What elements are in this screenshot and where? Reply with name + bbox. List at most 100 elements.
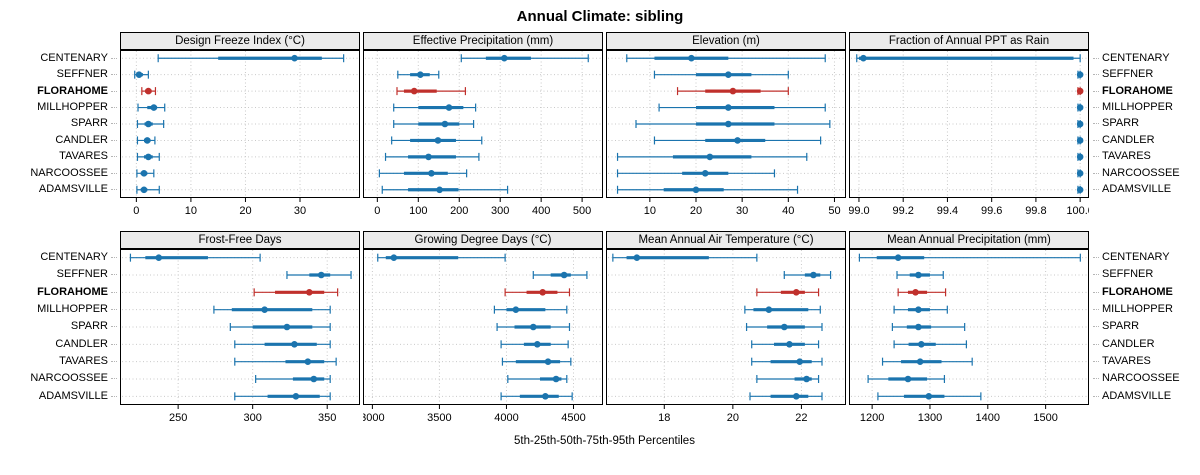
x-axis-effective-precipitation-mm: 0 100 200 300 400 500 xyxy=(374,198,591,217)
errorbar-tavares xyxy=(501,357,572,366)
station-label-sparr: SPARR xyxy=(1093,118,1139,129)
x-axis-frost-free-days: 250 300 350 xyxy=(169,405,336,424)
errorbar-seffner xyxy=(397,70,440,79)
strip-design-freeze-index-c: Design Freeze Index (°C) xyxy=(120,32,360,50)
strip-mean-annual-precipitation-mm: Mean Annual Precipitation (mm) xyxy=(849,231,1089,249)
errorbar-tavares xyxy=(616,152,808,161)
strip-growing-degree-days-c: Growing Degree Days (°C) xyxy=(363,231,603,249)
tick-label: 500 xyxy=(573,205,591,217)
station-label-millhopper: MILLHOPPER xyxy=(37,304,117,315)
errorbar-adamsville xyxy=(1076,185,1084,194)
tick-label: 100 xyxy=(409,205,427,217)
station-label-centenary: CENTENARY xyxy=(1093,52,1170,64)
station-label-narcoossee: NARCOOSSEE xyxy=(30,373,117,384)
station-label-adamsville: ADAMSVILLE xyxy=(39,390,117,402)
errorbar-sparr xyxy=(393,120,475,128)
tick-label: 30 xyxy=(736,205,748,217)
x-axis-elevation-m: 10 20 30 40 50 xyxy=(644,198,841,217)
errorbar-millhopper xyxy=(213,305,331,314)
errorbar-candler xyxy=(234,340,331,349)
station-label-millhopper: MILLHOPPER xyxy=(1093,304,1173,315)
station-labels-left-row2: CENTENARY SEFFNER FLORAHOME MILLHOPPER SPARR… xyxy=(0,249,117,405)
tick-label: 250 xyxy=(169,412,187,424)
tick-label: 1200 xyxy=(860,412,884,424)
panel-effective-precipitation-mm xyxy=(363,50,603,198)
station-label-sparr: SPARR xyxy=(71,321,117,332)
errorbar-seffner xyxy=(286,271,352,279)
errorbar-centenary xyxy=(856,54,1081,63)
station-label-candler: CANDLER xyxy=(1093,338,1155,350)
errorbar-millhopper xyxy=(658,103,826,112)
x-axis-mean-annual-air-temperature-c: 18 20 22 xyxy=(658,405,808,424)
errorbar-millhopper xyxy=(393,103,477,112)
tick-label: 20 xyxy=(727,412,739,424)
tick-label: 200 xyxy=(450,205,468,217)
station-label-centenary: CENTENARY xyxy=(1093,252,1170,263)
x-axis-fraction-of-annual-ppt-as-rain: 99.0 99.2 99.4 99.6 99.8 100.0 xyxy=(849,198,1089,217)
station-label-millhopper: MILLHOPPER xyxy=(37,102,117,113)
station-labels-right-row1: CENTENARY SEFFNER FLORAHOME MILLHOPPER SPARR… xyxy=(1092,50,1200,198)
errorbar-centenary xyxy=(612,253,758,262)
station-label-millhopper: MILLHOPPER xyxy=(1093,102,1173,113)
station-label-tavares: TAVARES xyxy=(59,151,117,162)
errorbar-seffner xyxy=(653,70,789,79)
station-label-tavares: TAVARES xyxy=(59,356,117,367)
tick-label: 30 xyxy=(294,205,306,217)
station-label-florahome: FLORAHOME xyxy=(1093,85,1173,97)
errorbar-adamsville xyxy=(616,185,799,194)
errorbar-millhopper xyxy=(893,305,948,314)
tick-label: 40 xyxy=(782,205,794,217)
strip-mean-annual-air-temperature-c: Mean Annual Air Temperature (°C) xyxy=(606,231,846,249)
station-label-seffner: SEFFNER xyxy=(1093,269,1153,280)
tick-label: 99.2 xyxy=(892,205,913,217)
station-label-centenary: CENTENARY xyxy=(40,52,117,64)
tick-label: 18 xyxy=(658,412,670,424)
errorbar-centenary xyxy=(858,253,1081,262)
panel-mean-annual-air-temperature-c xyxy=(606,249,846,405)
tick-label: 10 xyxy=(644,205,656,217)
errorbar-centenary xyxy=(460,54,589,63)
errorbar-florahome xyxy=(504,288,571,297)
tick-label: 4000 xyxy=(494,412,518,424)
errorbar-candler xyxy=(136,136,156,145)
errorbar-sparr xyxy=(229,323,331,331)
strip-fraction-of-annual-ppt-as-rain: Fraction of Annual PPT as Rain xyxy=(849,32,1089,50)
tick-label: 300 xyxy=(243,412,261,424)
errorbar-sparr xyxy=(635,120,831,128)
tick-label: 99.8 xyxy=(1025,205,1046,217)
errorbar-narcoossee xyxy=(867,375,946,383)
tick-label: 300 xyxy=(491,205,509,217)
errorbar-narcoossee xyxy=(136,169,155,178)
station-label-sparr: SPARR xyxy=(71,118,117,129)
x-axis-mean-annual-precipitation-mm: 1200 1300 1400 1500 xyxy=(860,405,1058,424)
errorbar-narcoossee xyxy=(507,375,568,383)
errorbar-centenary xyxy=(626,54,826,63)
errorbar-tavares xyxy=(751,357,823,366)
station-label-adamsville: ADAMSVILLE xyxy=(1093,390,1171,402)
station-label-narcoossee: NARCOOSSEE xyxy=(1093,167,1180,179)
errorbar-florahome xyxy=(253,288,339,297)
errorbar-candler xyxy=(653,136,822,145)
errorbar-centenary xyxy=(157,54,345,63)
errorbar-sparr xyxy=(745,323,823,331)
tick-label: 50 xyxy=(828,205,840,217)
station-label-tavares: TAVARES xyxy=(1093,356,1151,367)
panel-frost-free-days xyxy=(120,249,360,405)
strip-effective-precipitation-mm: Effective Precipitation (mm) xyxy=(363,32,603,50)
station-label-tavares: TAVARES xyxy=(1093,151,1151,162)
errorbar-narcoossee xyxy=(378,169,468,178)
errorbar-adamsville xyxy=(381,185,509,194)
errorbar-candler xyxy=(500,340,569,349)
errorbar-millhopper xyxy=(1076,103,1084,112)
station-label-seffner: SEFFNER xyxy=(57,69,117,80)
errorbar-adamsville xyxy=(500,392,573,401)
station-label-seffner: SEFFNER xyxy=(1093,69,1153,80)
panel-row-1: CENTENARY SEFFNER FLORAHOME MILLHOPPER SPARR… xyxy=(0,32,1200,224)
errorbar-adamsville xyxy=(877,392,982,401)
panel-row-2: CENTENARY SEFFNER FLORAHOME MILLHOPPER SPARR… xyxy=(0,231,1200,431)
errorbar-seffner xyxy=(134,70,149,79)
trellis-grid: CENTENARY SEFFNER FLORAHOME MILLHOPPER SPARR… xyxy=(0,32,1200,431)
tick-label: 20 xyxy=(239,205,251,217)
errorbar-candler xyxy=(751,340,820,349)
